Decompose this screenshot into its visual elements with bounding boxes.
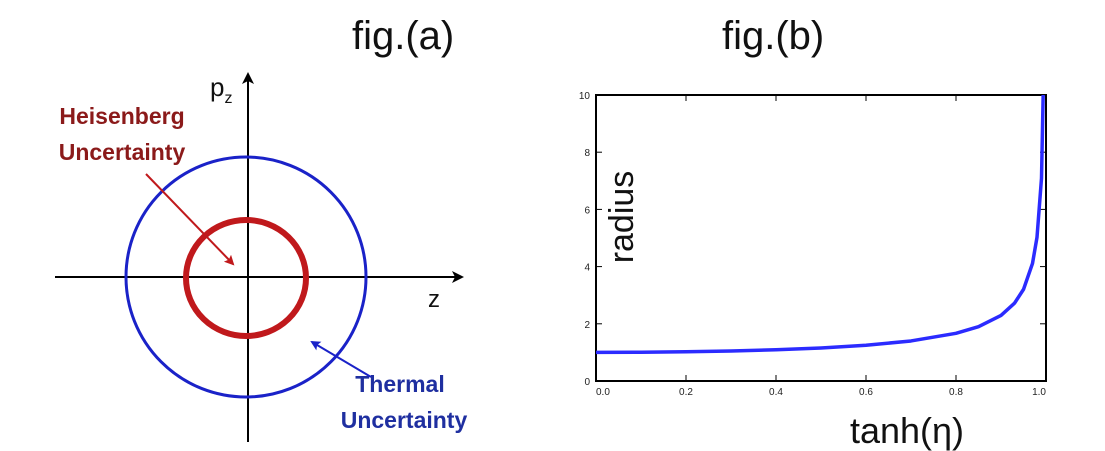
plot-frame bbox=[595, 94, 1047, 382]
thermal-label-line1: Thermal bbox=[355, 371, 444, 397]
y-tick-label: 10 bbox=[579, 91, 591, 102]
heisenberg-label-line1: Heisenberg bbox=[59, 103, 184, 129]
figure-b-title: fig.(b) bbox=[722, 14, 825, 58]
x-tick-label: 0.4 bbox=[769, 387, 783, 398]
x-tick-label: 0.8 bbox=[949, 387, 963, 398]
y-tick-label: 0 bbox=[584, 377, 590, 388]
thermal-pointer-arrow bbox=[310, 340, 372, 378]
y-tick-label: 4 bbox=[584, 263, 590, 274]
heisenberg-label-line2: Uncertainty bbox=[59, 139, 186, 165]
z-axis-label: z bbox=[428, 286, 440, 313]
thermal-uncertainty-circle bbox=[124, 155, 368, 399]
x-tick-label: 0.6 bbox=[859, 387, 873, 398]
x-tick-label: 1.0 bbox=[1032, 387, 1046, 398]
figure-b-chart: 0.0 0.2 0.4 0.6 0.8 1.0 0 2 4 6 8 10 radius tanh(η) bbox=[579, 91, 1047, 451]
heisenberg-pointer-arrow bbox=[145, 173, 235, 266]
radius-curve bbox=[595, 94, 1045, 355]
x-tick-label: 0.2 bbox=[679, 387, 693, 398]
y-tick-label: 8 bbox=[584, 148, 590, 159]
y-tick-label: 2 bbox=[584, 320, 590, 331]
x-tick-label: 0.0 bbox=[596, 387, 610, 398]
heisenberg-uncertainty-circle bbox=[183, 217, 309, 339]
figure-a-title: fig.(a) bbox=[352, 14, 455, 58]
thermal-label-line2: Uncertainty bbox=[341, 407, 468, 433]
y-tick-label: 6 bbox=[584, 205, 590, 216]
x-axis-label: tanh(η) bbox=[850, 410, 964, 451]
y-axis-label: radius bbox=[603, 171, 641, 264]
pz-axis-label: pz bbox=[210, 72, 232, 107]
figure-a-diagram: z pz Heisenberg Uncertainty Thermal Unce… bbox=[55, 72, 467, 442]
